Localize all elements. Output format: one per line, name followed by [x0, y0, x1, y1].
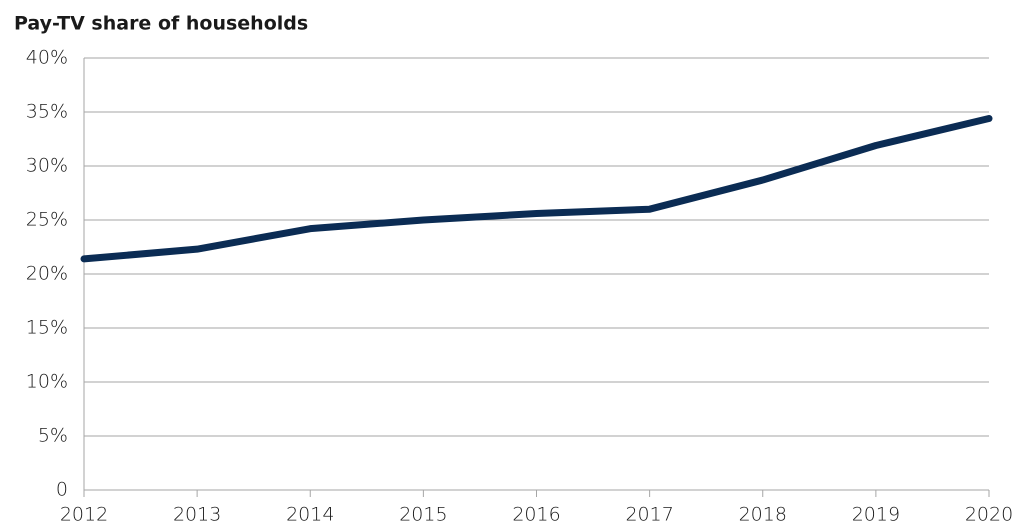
- y-tick-label: 35%: [26, 101, 68, 123]
- y-tick-label: 5%: [38, 425, 68, 447]
- x-tick-label: 2017: [625, 504, 673, 525]
- x-tick-label: 2019: [852, 504, 900, 525]
- y-tick-label: 10%: [26, 371, 68, 393]
- line: [80, 114, 993, 263]
- x-tick-label: 2012: [60, 504, 108, 525]
- x-tick-label: 2015: [399, 504, 447, 525]
- y-tick-label: 15%: [26, 317, 68, 339]
- x-tick-label: 2018: [739, 504, 787, 525]
- x-tick-label: 2020: [965, 504, 1013, 525]
- x-tick-label: 2016: [512, 504, 560, 525]
- chart-title: Pay-TV share of households: [14, 13, 308, 35]
- y-tick-label: 0: [56, 479, 68, 501]
- y-tick-label: 30%: [26, 155, 68, 177]
- y-tick-label: 25%: [26, 209, 68, 231]
- x-tick-label: 2013: [173, 504, 221, 525]
- x-tick-label: 2014: [286, 504, 334, 525]
- y-tick-label: 20%: [26, 263, 68, 285]
- y-tick-label: 40%: [26, 47, 68, 69]
